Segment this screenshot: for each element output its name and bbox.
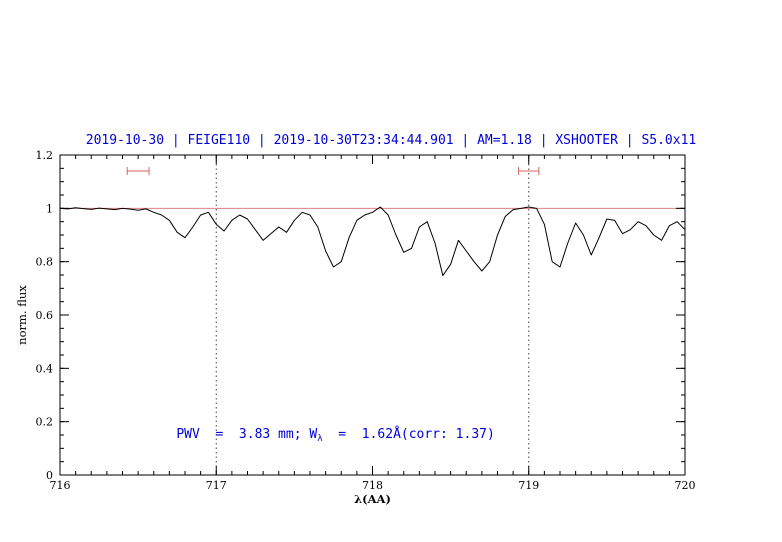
x-tick-label: 719 [518, 479, 539, 492]
lambda-subscript: λ [317, 434, 323, 444]
plot-title: 2019-10-30 | FEIGE110 | 2019-10-30T23:34… [85, 133, 697, 148]
pwv-annotation: PWV = 3.83 mm; Wλ = 1.62Å(corr: 1.37) [145, 412, 495, 459]
y-tick-label: 0.6 [36, 309, 54, 322]
y-axis-label: norm. flux [15, 285, 29, 345]
y-tick-label: 0.2 [36, 416, 54, 429]
pwv-annotation-pre: PWV = 3.83 mm; W [176, 427, 318, 442]
x-tick-label: 718 [362, 479, 383, 492]
y-tick-label: 1.2 [36, 149, 54, 162]
y-tick-label: 0.4 [36, 362, 54, 375]
x-tick-label: 716 [50, 479, 71, 492]
x-tick-label: 720 [675, 479, 696, 492]
y-tick-label: 0 [46, 469, 53, 482]
x-tick-label: 717 [206, 479, 227, 492]
x-axis-label: λ(AA) [354, 492, 391, 506]
y-tick-label: 0.8 [36, 256, 54, 269]
spectrum-curve [59, 206, 686, 277]
pwv-annotation-post: = 1.62Å(corr: 1.37) [322, 427, 495, 442]
y-tick-label: 1 [46, 202, 53, 215]
